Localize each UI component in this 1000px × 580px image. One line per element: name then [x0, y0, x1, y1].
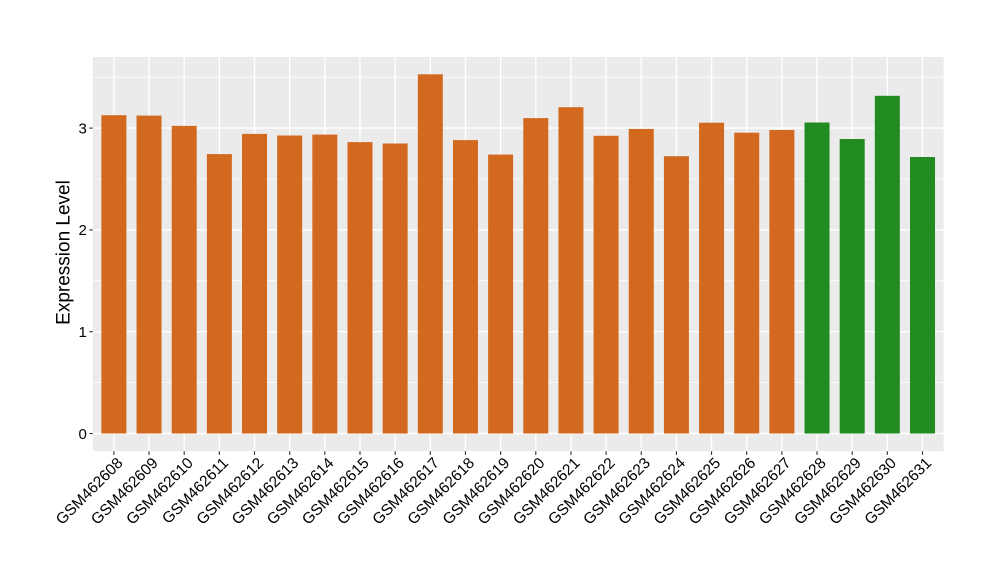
svg-text:3: 3	[78, 120, 86, 137]
svg-text:2: 2	[78, 222, 86, 239]
svg-text:Expression Level: Expression Level	[54, 180, 75, 325]
svg-text:1: 1	[78, 324, 86, 341]
svg-text:0: 0	[78, 426, 86, 443]
